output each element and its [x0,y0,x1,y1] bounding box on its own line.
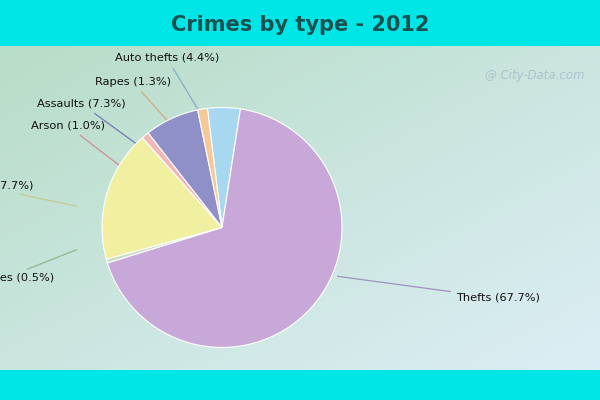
Wedge shape [148,110,222,228]
Text: Auto thefts (4.4%): Auto thefts (4.4%) [115,53,223,151]
Text: Burglaries (17.7%): Burglaries (17.7%) [0,181,76,206]
Wedge shape [197,108,222,228]
Text: Robberies (0.5%): Robberies (0.5%) [0,250,77,283]
Wedge shape [102,138,222,259]
Text: Assaults (7.3%): Assaults (7.3%) [37,99,157,158]
Text: @ City-Data.com: @ City-Data.com [485,69,585,82]
Text: Rapes (1.3%): Rapes (1.3%) [95,77,195,152]
Text: Crimes by type - 2012: Crimes by type - 2012 [171,15,429,35]
Wedge shape [142,133,222,228]
Wedge shape [106,228,222,263]
Text: Thefts (67.7%): Thefts (67.7%) [338,276,540,303]
Text: Arson (1.0%): Arson (1.0%) [31,121,124,169]
Wedge shape [208,108,241,228]
Wedge shape [107,109,342,348]
